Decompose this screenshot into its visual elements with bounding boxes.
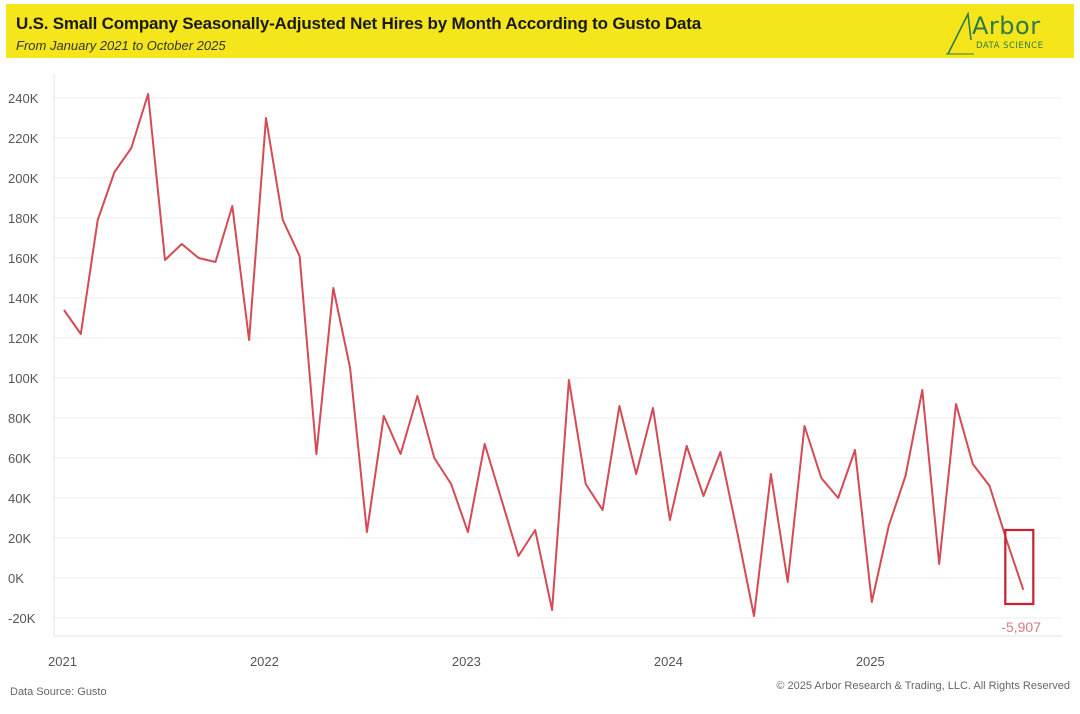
chart-title: U.S. Small Company Seasonally-Adjusted N… — [16, 14, 702, 33]
y-tick-label: 120K — [8, 331, 39, 346]
y-tick-label: 160K — [8, 251, 39, 266]
y-tick-label: 20K — [8, 531, 31, 546]
annotation-layer: -5,907 — [1001, 528, 1041, 635]
logo-mark-icon — [946, 12, 974, 55]
y-tick-label: 220K — [8, 131, 39, 146]
logo-name: Arbor — [972, 12, 1041, 40]
arbor-logo: Arbor DATA SCIENCE — [944, 8, 1064, 58]
y-tick-label: 100K — [8, 371, 39, 386]
copyright: © 2025 Arbor Research & Trading, LLC. Al… — [776, 680, 1070, 692]
y-tick-label: 60K — [8, 451, 31, 466]
x-axis-ticks: 2021 2022 2023 2024 2025 — [48, 654, 885, 669]
series-layer — [63, 93, 1025, 617]
x-tick-label: 2024 — [654, 654, 683, 669]
last-value-label: -5,907 — [1001, 619, 1041, 635]
y-tick-label: 40K — [8, 491, 31, 506]
y-tick-label: 140K — [8, 291, 39, 306]
series-line-net-hires — [63, 93, 1025, 617]
x-tick-label: 2022 — [250, 654, 279, 669]
logo-tagline: DATA SCIENCE — [976, 41, 1044, 51]
y-tick-label: 80K — [8, 411, 31, 426]
y-tick-label: 0K — [8, 571, 24, 586]
y-axis-ticks: -20K 0K 20K 40K 60K 80K 100K 120K 140K 160K 180K 20… — [8, 91, 39, 626]
title-banner: U.S. Small Company Seasonally-Adjusted N… — [6, 4, 1074, 58]
y-tick-label: 200K — [8, 171, 39, 186]
y-tick-label: 180K — [8, 211, 39, 226]
x-tick-label: 2021 — [48, 654, 77, 669]
grid-lines — [53, 74, 1062, 637]
y-tick-label: -20K — [8, 611, 36, 626]
x-tick-label: 2023 — [452, 654, 481, 669]
line-chart: -20K 0K 20K 40K 60K 80K 100K 120K 140K 160K 180K 20… — [8, 74, 1062, 669]
highlight-box — [1004, 528, 1035, 606]
chart-subtitle: From January 2021 to October 2025 — [16, 38, 226, 53]
data-source: Data Source: Gusto — [10, 686, 107, 698]
y-tick-label: 240K — [8, 91, 39, 106]
x-tick-label: 2025 — [856, 654, 885, 669]
